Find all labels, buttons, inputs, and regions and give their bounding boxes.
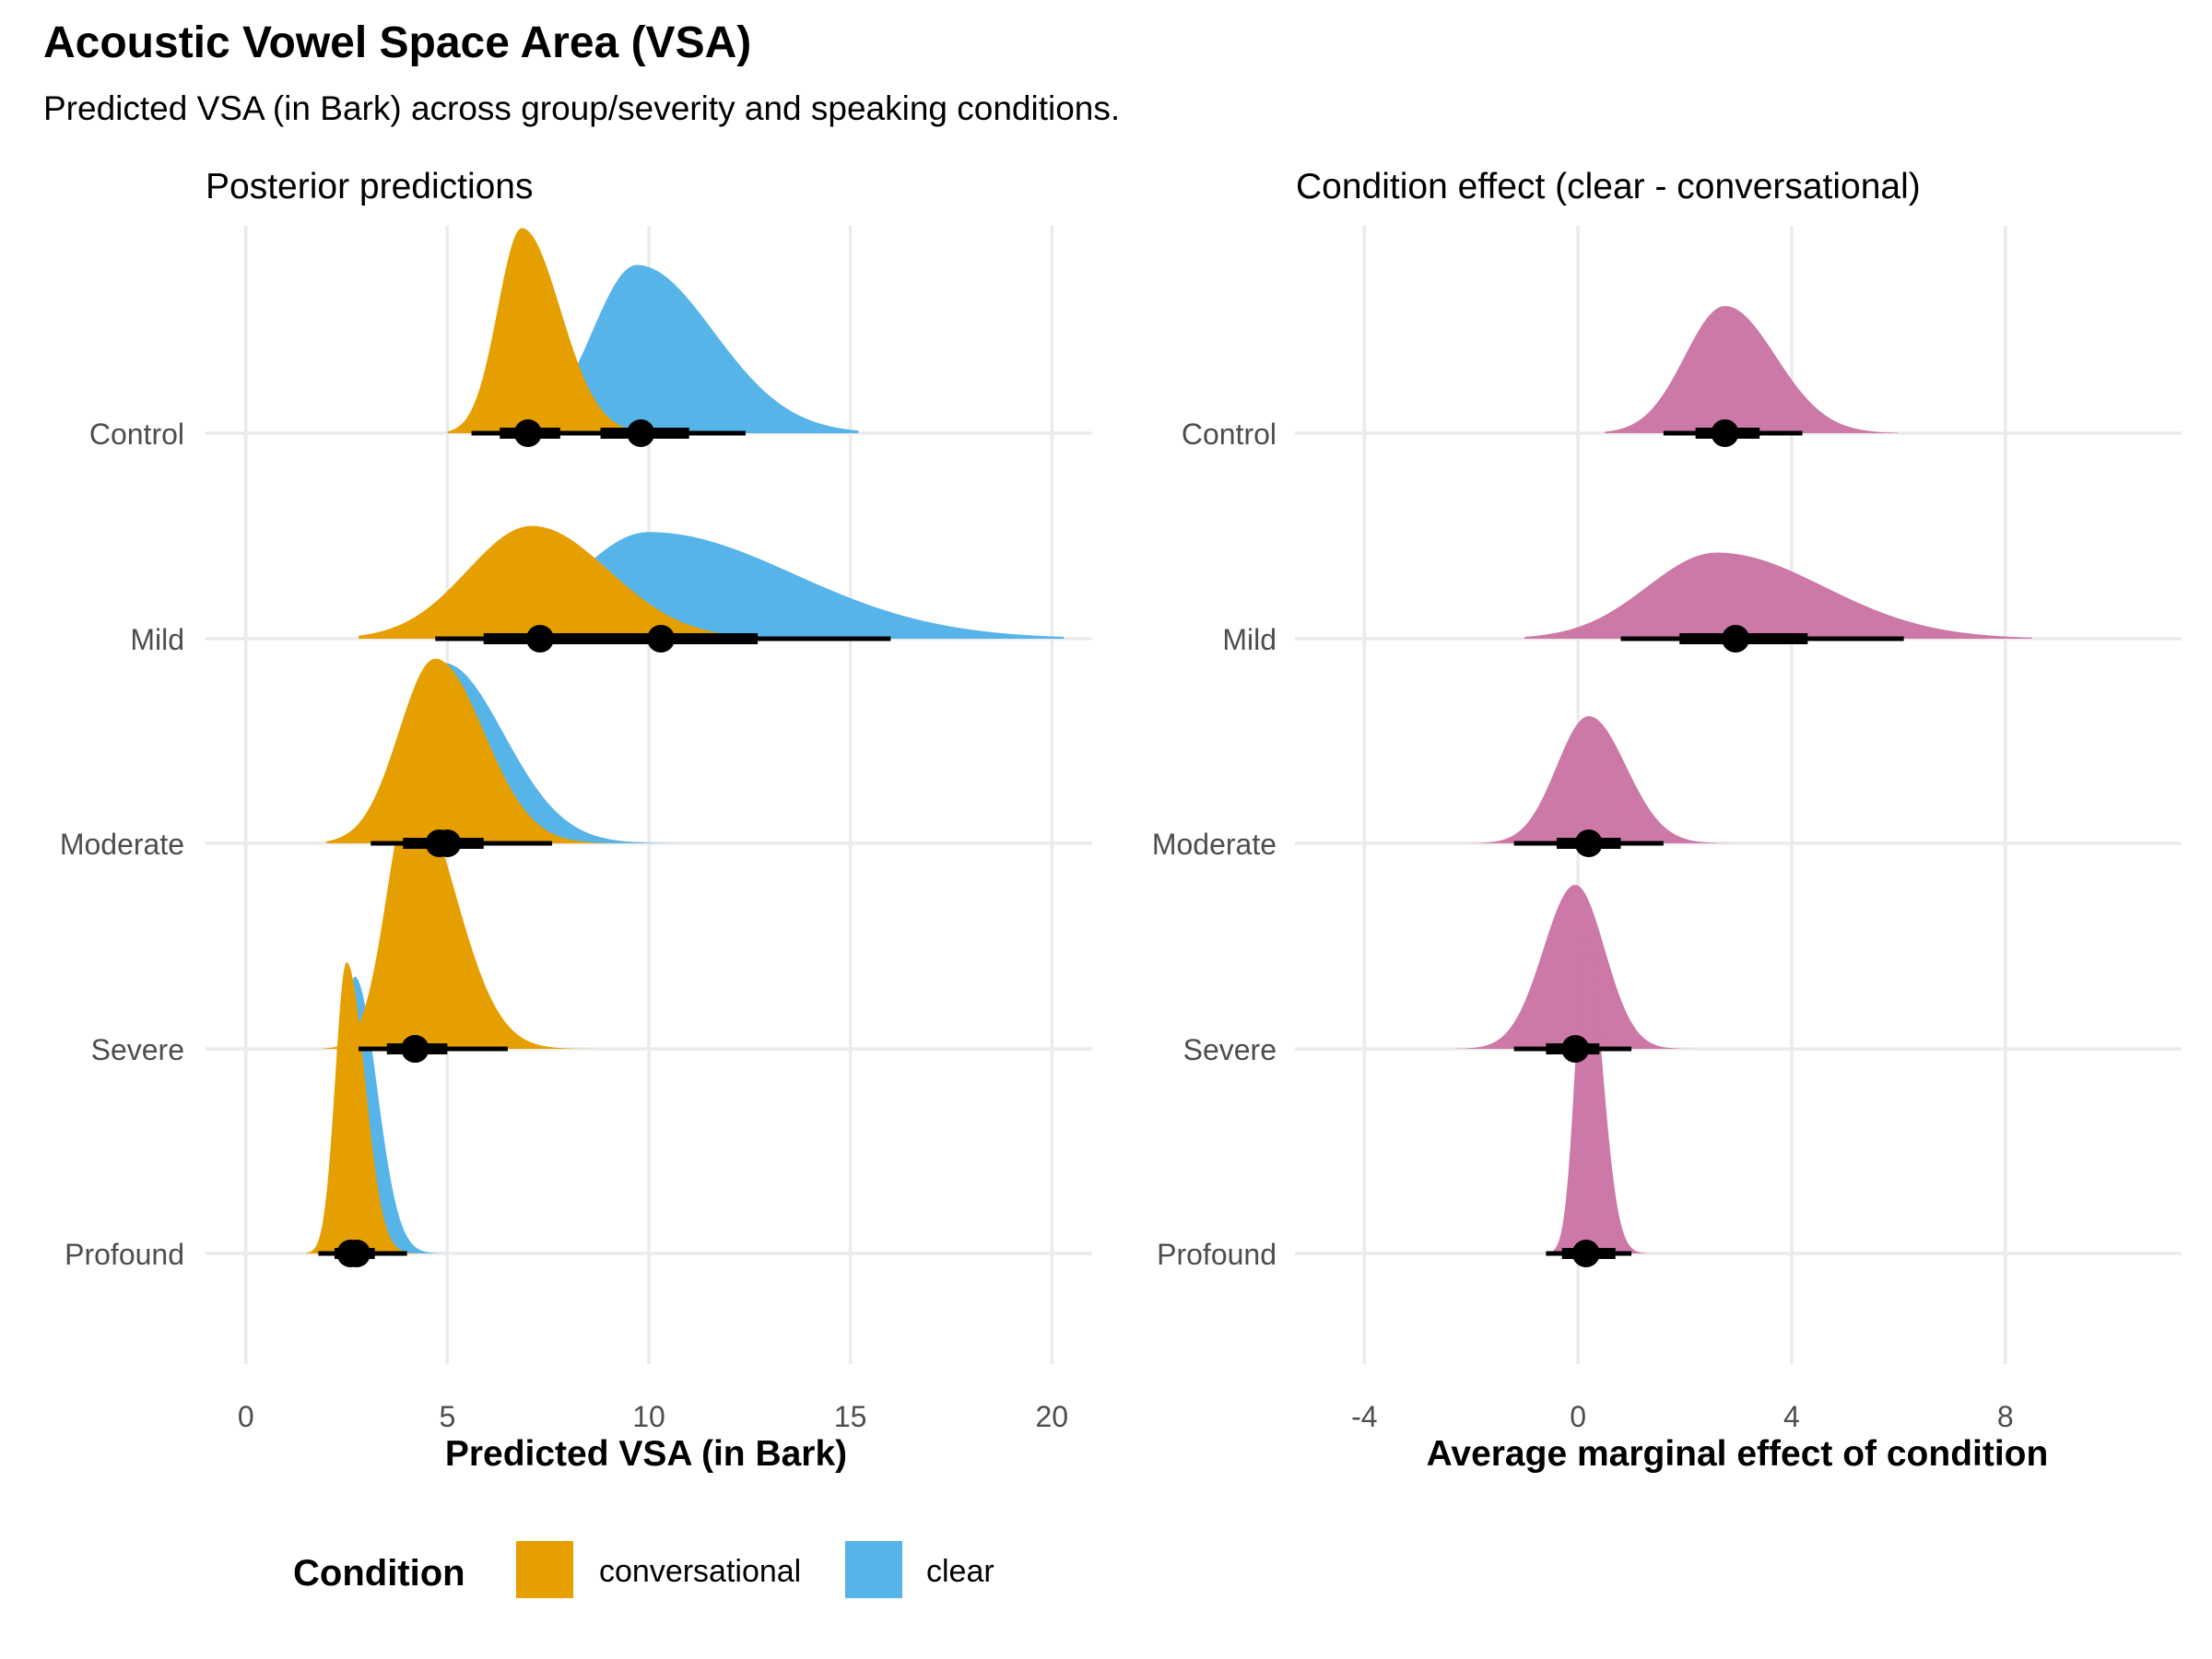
y-tick-label-control: Control bbox=[89, 418, 184, 451]
legend-swatch-conversational bbox=[516, 1541, 573, 1598]
legend-label-clear: clear bbox=[926, 1554, 994, 1589]
y-tick-label-profound: Profound bbox=[1157, 1238, 1277, 1271]
panel-title-left: Posterior predictions bbox=[206, 167, 534, 206]
legend: Condition conversational clear bbox=[293, 1541, 994, 1598]
legend-swatch-clear bbox=[845, 1541, 902, 1598]
y-tick-label-severe: Severe bbox=[91, 1033, 184, 1066]
density-conversational-profound bbox=[306, 962, 448, 1253]
median-point-effect-mild bbox=[1722, 625, 1750, 653]
x-tick-label: -4 bbox=[1351, 1400, 1377, 1433]
density-conversational-mild bbox=[359, 525, 803, 639]
x-tick-label: 5 bbox=[439, 1400, 455, 1433]
x-tick-label: 4 bbox=[1783, 1400, 1800, 1433]
x-tick-label: 8 bbox=[1997, 1400, 2014, 1433]
legend-label-conversational: conversational bbox=[599, 1554, 801, 1589]
y-tick-label-moderate: Moderate bbox=[1152, 828, 1277, 861]
density-clear-control bbox=[552, 265, 859, 433]
panel-posterior-predictions: Posterior predictions Control Mild Moderat… bbox=[60, 167, 1092, 1474]
median-point-effect-profound bbox=[1571, 1240, 1600, 1267]
x-tick-label: 10 bbox=[632, 1400, 665, 1433]
density-conversational-severe bbox=[322, 792, 609, 1049]
x-axis-label-right: Average marginal effect of condition bbox=[1427, 1434, 2049, 1474]
chart-title: Acoustic Vowel Space Area (VSA) bbox=[43, 18, 751, 67]
y-tick-label-mild: Mild bbox=[130, 623, 184, 656]
panel-title-right: Condition effect (clear - conversational… bbox=[1296, 167, 1921, 206]
y-tick-label-mild: Mild bbox=[1222, 623, 1277, 656]
median-point-effect-control bbox=[1711, 419, 1739, 447]
marks-left bbox=[306, 228, 1065, 1267]
y-tick-label-profound: Profound bbox=[65, 1238, 184, 1271]
y-tick-label-moderate: Moderate bbox=[60, 828, 184, 861]
x-ticks-right: -4 0 4 8 bbox=[1351, 1400, 2014, 1433]
median-point-conversational-mild bbox=[525, 625, 554, 653]
x-axis-label-left: Predicted VSA (in Bark) bbox=[445, 1434, 847, 1474]
median-point-clear-control bbox=[627, 419, 655, 447]
panel-condition-effect: Condition effect (clear - conversational… bbox=[1152, 167, 2182, 1474]
density-effect-profound bbox=[1503, 935, 1686, 1253]
x-tick-label: 0 bbox=[1570, 1400, 1586, 1433]
legend-title: Condition bbox=[293, 1553, 465, 1594]
x-tick-label: 20 bbox=[1035, 1400, 1068, 1433]
x-tick-label: 0 bbox=[238, 1400, 254, 1433]
y-labels-right: Control Mild Moderate Severe Profound bbox=[1152, 418, 1277, 1271]
density-effect-moderate bbox=[1439, 716, 1738, 843]
x-tick-label: 15 bbox=[834, 1400, 867, 1433]
median-point-conversational-control bbox=[513, 419, 542, 447]
marks-right bbox=[1439, 306, 2032, 1267]
median-point-conversational-moderate bbox=[425, 830, 453, 857]
density-effect-mild bbox=[1524, 552, 2032, 639]
chart-subtitle: Predicted VSA (in Bark) across group/sev… bbox=[43, 89, 1120, 127]
density-effect-severe bbox=[1454, 885, 1696, 1049]
x-ticks-left: 0 5 10 15 20 bbox=[238, 1400, 1068, 1433]
median-point-effect-moderate bbox=[1574, 830, 1603, 857]
density-conversational-control bbox=[447, 228, 681, 433]
median-point-conversational-profound bbox=[336, 1240, 365, 1267]
y-tick-label-control: Control bbox=[1182, 418, 1277, 451]
y-labels-left: Control Mild Moderate Severe Profound bbox=[60, 418, 184, 1271]
density-effect-control bbox=[1605, 306, 1899, 433]
y-tick-label-severe: Severe bbox=[1183, 1033, 1277, 1066]
median-point-effect-severe bbox=[1561, 1035, 1590, 1063]
median-point-conversational-severe bbox=[401, 1035, 429, 1063]
